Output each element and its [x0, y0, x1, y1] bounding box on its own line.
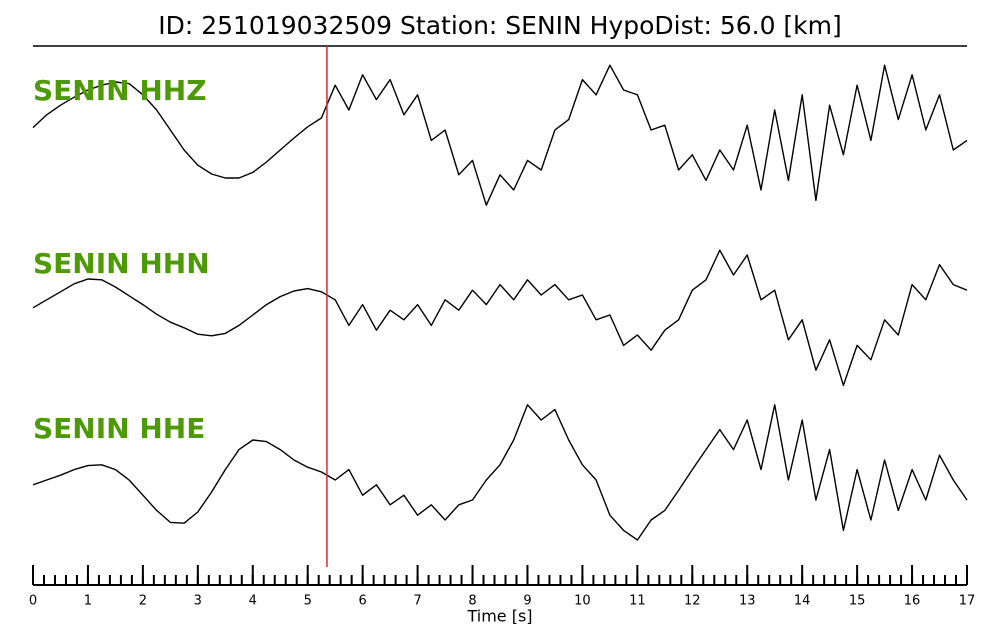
x-tick-label: 13: [739, 594, 756, 609]
x-tick-label: 12: [684, 594, 701, 609]
trace-label: SENIN HHN: [33, 247, 210, 280]
x-tick-label: 4: [249, 594, 257, 609]
trace: [32, 404, 968, 541]
x-tick-label: 10: [574, 594, 591, 609]
x-tick-label: 6: [359, 594, 367, 609]
x-tick-label: 3: [194, 594, 202, 609]
x-tick-label: 14: [794, 594, 811, 609]
x-tick-label: 11: [629, 594, 646, 609]
trace: [32, 249, 968, 387]
x-tick-label: 15: [849, 594, 866, 609]
trace: [32, 64, 968, 206]
trace-label: SENIN HHE: [33, 412, 205, 445]
x-tick-label: 7: [413, 594, 421, 609]
x-tick-label: 17: [959, 594, 976, 609]
x-tick-label: 2: [139, 594, 147, 609]
x-tick-label: 8: [468, 594, 476, 609]
x-tick-label: 5: [304, 594, 312, 609]
x-axis-label: Time [s]: [466, 607, 532, 626]
chart-title: ID: 251019032509 Station: SENIN HypoDist…: [158, 11, 842, 40]
x-tick-label: 16: [904, 594, 921, 609]
x-tick-label: 9: [523, 594, 531, 609]
x-tick-label: 0: [29, 594, 37, 609]
trace-label: SENIN HHZ: [33, 74, 207, 107]
x-tick-label: 1: [84, 594, 92, 609]
